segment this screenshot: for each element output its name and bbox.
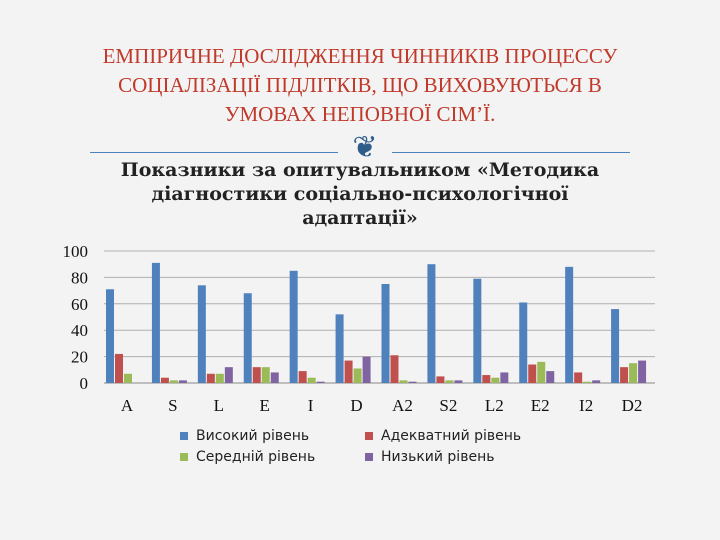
bar [124, 373, 132, 383]
legend-item: Високий рівень [180, 428, 365, 444]
bar [115, 353, 123, 383]
bar [482, 375, 491, 383]
x-tick-label: D [350, 396, 362, 415]
bar [565, 266, 574, 383]
bar [390, 355, 399, 383]
bar [528, 364, 537, 383]
bar [169, 380, 178, 383]
bar [206, 373, 215, 383]
bar [197, 285, 206, 383]
bar [408, 381, 417, 383]
y-tick-label: 80 [71, 268, 88, 287]
x-tick-label: A [121, 396, 134, 415]
x-tick-label: L2 [485, 396, 504, 415]
bar [178, 380, 187, 383]
slide-title: ЕМПІРИЧНЕ ДОСЛІДЖЕННЯ ЧИННИКІВ ПРОЦЕССУ … [30, 42, 690, 129]
bar [629, 363, 638, 383]
slide-title-line: ЕМПІРИЧНЕ ДОСЛІДЖЕННЯ ЧИННИКІВ ПРОЦЕССУ [102, 44, 618, 68]
bar [289, 270, 298, 383]
x-tick-label: L [214, 396, 224, 415]
legend-swatch-low [365, 453, 373, 461]
bar [537, 361, 546, 383]
bar [151, 262, 160, 383]
bar [620, 367, 629, 383]
legend-item: Низький рівень [365, 449, 565, 465]
bar [224, 367, 233, 383]
bar [160, 377, 169, 383]
bar [252, 367, 261, 383]
legend-label: Адекватний рівень [381, 428, 522, 444]
bar [546, 371, 555, 383]
y-tick-label: 40 [71, 321, 88, 340]
legend-item: Адекватний рівень [365, 428, 565, 444]
bar [592, 380, 601, 383]
x-tick-label: I2 [579, 396, 593, 415]
chart-legend: Високий рівень Адекватний рівень Середні… [180, 428, 600, 465]
chart-title: Показники за опитувальником «Методика ді… [60, 158, 660, 230]
bar [638, 360, 647, 383]
bar [399, 380, 408, 383]
x-tick-label: E2 [531, 396, 550, 415]
chart-title-line: адаптації» [302, 207, 418, 229]
y-tick-label: 60 [71, 295, 88, 314]
bar [270, 372, 279, 383]
legend-item: Середній рівень [180, 449, 365, 465]
legend-label: Низький рівень [381, 449, 495, 465]
bar [436, 376, 445, 383]
legend-label: Середній рівень [196, 449, 316, 465]
x-tick-label: E [260, 396, 270, 415]
bar [307, 377, 316, 383]
chart-title-line: діагностики соціально-психологічної [151, 183, 569, 205]
x-tick-label: S2 [439, 396, 457, 415]
bar [519, 302, 528, 383]
slide-title-line: СОЦІАЛІЗАЦІЇ ПІДЛІТКІВ, ЩО ВИХОВУЮТЬСЯ В [118, 73, 602, 97]
chart-title-line: Показники за опитувальником «Методика [120, 159, 600, 181]
bar [243, 293, 252, 383]
bar [362, 356, 371, 383]
legend-swatch-high [180, 432, 188, 440]
bar [381, 284, 390, 383]
bar [298, 371, 307, 383]
legend-swatch-medium [180, 453, 188, 461]
x-tick-label: I [308, 396, 314, 415]
bar [353, 368, 362, 383]
bar [574, 372, 583, 383]
floral-ornament-icon: ❦ [352, 131, 378, 164]
bar [454, 380, 463, 383]
y-tick-label: 20 [71, 348, 88, 367]
y-tick-label: 0 [80, 374, 89, 393]
bar [427, 264, 436, 383]
bar [106, 289, 114, 383]
bar [491, 377, 500, 383]
slide-title-line: УМОВАХ НЕПОВНОЇ СІМ’Ї. [224, 102, 496, 126]
x-tick-label: S [168, 396, 177, 415]
bar [611, 309, 620, 383]
bar [473, 278, 482, 383]
bar [316, 381, 325, 383]
bar [500, 372, 509, 383]
bar [215, 373, 224, 383]
legend-swatch-adequate [365, 432, 373, 440]
y-tick-label: 100 [63, 242, 89, 261]
bar [344, 360, 353, 383]
bar [445, 380, 454, 383]
bar [583, 381, 592, 383]
title-divider-right [392, 152, 630, 153]
title-divider-left [90, 152, 338, 153]
bar [335, 314, 344, 383]
x-tick-label: A2 [392, 396, 413, 415]
legend-label: Високий рівень [196, 428, 310, 444]
x-tick-label: D2 [622, 396, 643, 415]
bar [261, 367, 270, 383]
